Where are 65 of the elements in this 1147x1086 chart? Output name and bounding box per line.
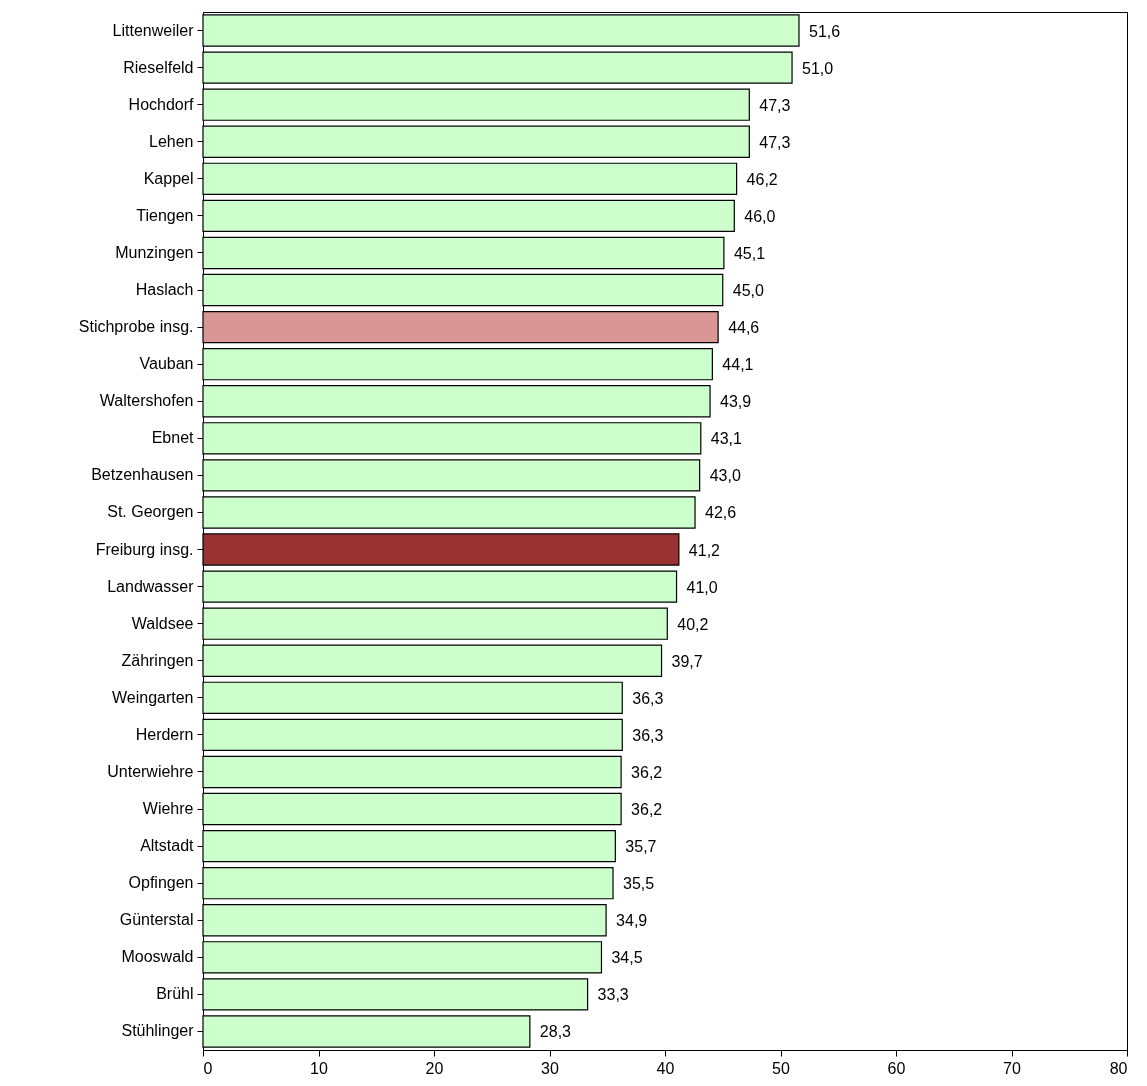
y-tick-label: Kappel	[143, 169, 194, 187]
y-tick-label: Stichprobe insg.	[78, 318, 194, 336]
y-tick-label: St. Georgen	[107, 503, 194, 521]
y-tick-label: Betzenhausen	[91, 466, 194, 484]
y-tick-label: Vauban	[139, 355, 194, 373]
y-tick-label: Littenweiler	[112, 21, 195, 39]
data-label: 45,1	[733, 244, 766, 262]
data-label: 35,7	[625, 838, 657, 856]
data-label: 42,6	[705, 504, 737, 522]
y-tick-label: Freiburg insg.	[95, 540, 194, 558]
data-label: 36,2	[631, 801, 663, 819]
data-label: 43,0	[709, 467, 741, 485]
y-tick-label: Weingarten	[111, 688, 194, 706]
x-tick-label: 10	[310, 1059, 328, 1077]
data-label: 51,0	[802, 59, 834, 77]
y-tick-label: Hochdorf	[128, 95, 195, 113]
data-label: 47,3	[759, 96, 791, 114]
y-tick-label: Haslach	[135, 281, 194, 299]
y-tick-label: Stühlinger	[121, 1022, 195, 1040]
data-label: 36,2	[631, 763, 663, 781]
data-label: 33,3	[597, 986, 629, 1004]
data-label: 40,2	[677, 615, 709, 633]
x-tick-label: 50	[772, 1059, 790, 1077]
y-tick-label: Munzingen	[115, 243, 194, 261]
y-tick-label: Zähringen	[121, 651, 194, 669]
data-label: 36,3	[632, 689, 664, 707]
y-tick-label: Waldsee	[131, 614, 194, 632]
data-label: 34,5	[611, 949, 643, 967]
data-label: 34,9	[616, 912, 648, 930]
x-tick-label: 60	[887, 1059, 906, 1077]
y-tick-label: Günterstal	[119, 911, 194, 929]
data-label: 45,0	[732, 282, 764, 300]
y-tick-label: Waltershofen	[99, 392, 194, 410]
data-label: 35,5	[623, 875, 655, 893]
data-label: 46,2	[746, 170, 778, 188]
x-tick-label: 40	[656, 1059, 675, 1077]
data-label: 28,3	[539, 1023, 572, 1041]
x-tick-label: 20	[425, 1059, 444, 1077]
y-tick-label: Tiengen	[136, 206, 194, 224]
y-tick-label: Altstadt	[140, 837, 195, 855]
y-tick-label: Opfingen	[128, 874, 194, 892]
y-tick-label: Wiehre	[142, 800, 194, 818]
data-label: 46,0	[744, 207, 776, 225]
y-tick-label: Unterwiehre	[107, 762, 194, 780]
y-tick-label: Brühl	[156, 985, 194, 1003]
data-label: 51,6	[808, 22, 841, 40]
data-label: 47,3	[759, 133, 791, 151]
data-label: 36,3	[632, 726, 664, 744]
data-label: 44,1	[722, 356, 754, 374]
y-tick-label: Mooswald	[121, 948, 194, 966]
data-label: 44,6	[728, 319, 760, 337]
data-label: 39,7	[671, 652, 703, 670]
data-label: 41,2	[688, 541, 721, 559]
x-tick-label: 30	[541, 1059, 559, 1077]
data-label: 43,1	[710, 430, 743, 448]
y-tick-label: Landwasser	[107, 577, 195, 595]
y-tick-label: Ebnet	[151, 429, 195, 447]
x-tick-label: 80	[1109, 1059, 1128, 1077]
y-tick-label: Herdern	[135, 725, 194, 743]
data-label: 43,9	[720, 393, 752, 411]
y-tick-label: Lehen	[149, 132, 194, 150]
data-label: 41,0	[686, 578, 718, 596]
x-tick-label: 0	[203, 1059, 213, 1077]
y-tick-label: Rieselfeld	[123, 58, 194, 76]
x-tick-label: 70	[1003, 1059, 1021, 1077]
